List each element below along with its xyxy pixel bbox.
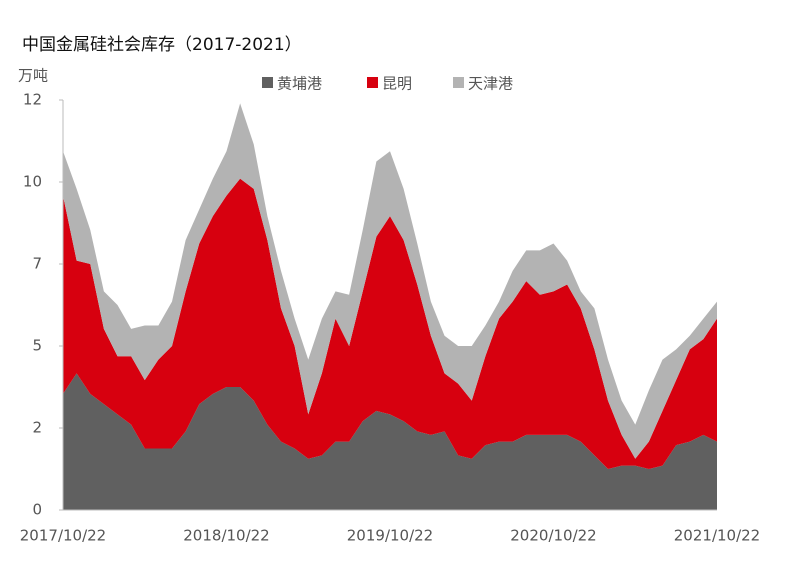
x-tick-label: 2018/10/22 [183,527,269,545]
x-tick-label: 2017/10/22 [20,527,106,545]
x-tick-label: 2021/10/22 [674,527,760,545]
y-tick-label: 0 [32,501,42,519]
area [63,373,717,510]
y-tick-label: 2 [32,419,42,437]
area [63,178,717,470]
x-tick-label: 2020/10/22 [510,527,596,545]
legend-swatch [262,77,273,88]
legend-label: 天津港 [468,75,513,93]
x-tick-label: 2019/10/22 [347,527,433,545]
y-tick-label: 12 [23,91,42,109]
y-tick-label: 10 [23,173,42,191]
legend-swatch [367,77,378,88]
y-tick-label: 5 [32,337,42,355]
chart-title: 中国金属硅社会库存（2017-2021） [22,35,302,55]
area [63,103,717,459]
y-tick-label: 7 [32,255,42,273]
legend-label: 昆明 [382,75,412,93]
legend-label: 黄埔港 [277,75,322,93]
legend-swatch [453,77,464,88]
y-axis-label: 万吨 [18,67,48,85]
